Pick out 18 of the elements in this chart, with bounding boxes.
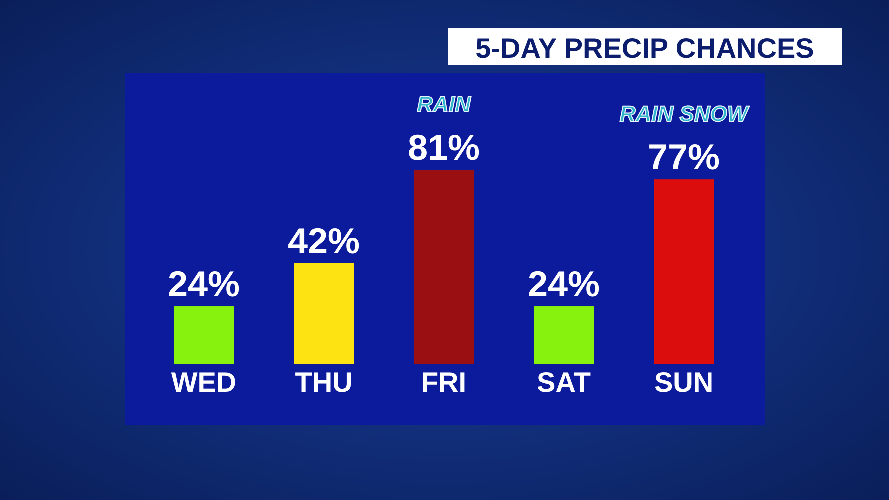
data-label: 77% — [648, 136, 720, 178]
chart-title: 5-DAY PRECIP CHANCES — [476, 33, 814, 64]
annotation: RAIN — [417, 92, 472, 117]
bar — [174, 306, 234, 364]
data-label: 42% — [288, 220, 360, 262]
bar — [414, 170, 474, 364]
data-label: 81% — [408, 127, 480, 168]
data-label: 24% — [528, 264, 600, 305]
data-label: 24% — [168, 264, 240, 305]
annotation: RAIN SNOW — [620, 102, 750, 127]
x-tick-label: SUN — [654, 367, 714, 398]
bar — [294, 263, 354, 364]
bar — [534, 306, 594, 364]
x-tick-label: SAT — [537, 367, 591, 398]
bar — [654, 180, 714, 364]
x-tick-label: THU — [295, 367, 353, 398]
x-tick-label: WED — [171, 367, 237, 398]
x-tick-label: FRI — [421, 367, 467, 398]
